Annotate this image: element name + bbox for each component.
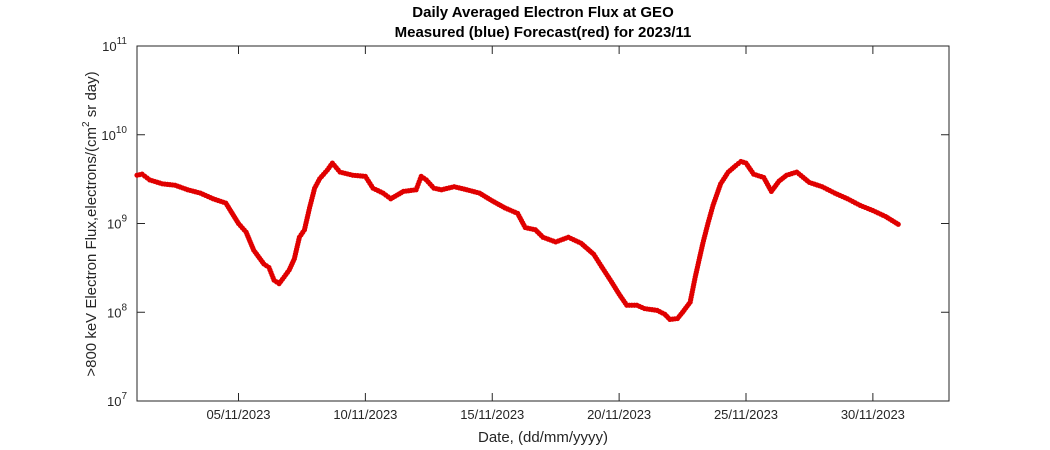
y-axis-label-sup: 2	[81, 121, 92, 127]
plot-frame	[136, 45, 950, 402]
chart-subtitle: Measured (blue) Forecast(red) for 2023/1…	[395, 24, 692, 41]
chart-title: Daily Averaged Electron Flux at GEO	[412, 4, 674, 21]
y-tick-label: 109	[107, 214, 127, 232]
y-axis-label: >800 keV Electron Flux,electrons/(cm2 sr…	[81, 71, 100, 376]
y-tick-label: 1011	[102, 36, 127, 54]
y-tick-label: 108	[107, 302, 127, 320]
x-tick-label: 10/11/2023	[333, 407, 397, 422]
x-tick-label: 15/11/2023	[460, 407, 524, 422]
data-point	[895, 221, 901, 227]
x-axis: 05/11/2023 10/11/2023 15/11/2023 20/11/2023…	[206, 46, 905, 422]
y-axis: 107 108 109 1010 1011	[101, 36, 949, 409]
x-tick-label: 20/11/2023	[587, 407, 651, 422]
y-tick-label: 1010	[101, 125, 127, 143]
x-tick-label: 25/11/2023	[714, 407, 778, 422]
flux-series	[134, 158, 901, 323]
y-axis-label-tail: sr day)	[83, 71, 100, 121]
x-axis-label: Date, (dd/mm/yyyy)	[478, 429, 608, 446]
y-axis-label-main: >800 keV Electron Flux,electrons/(cm	[83, 127, 100, 377]
y-tick-label: 107	[107, 391, 127, 409]
x-tick-label: 30/11/2023	[841, 407, 905, 422]
x-tick-label: 05/11/2023	[206, 407, 270, 422]
